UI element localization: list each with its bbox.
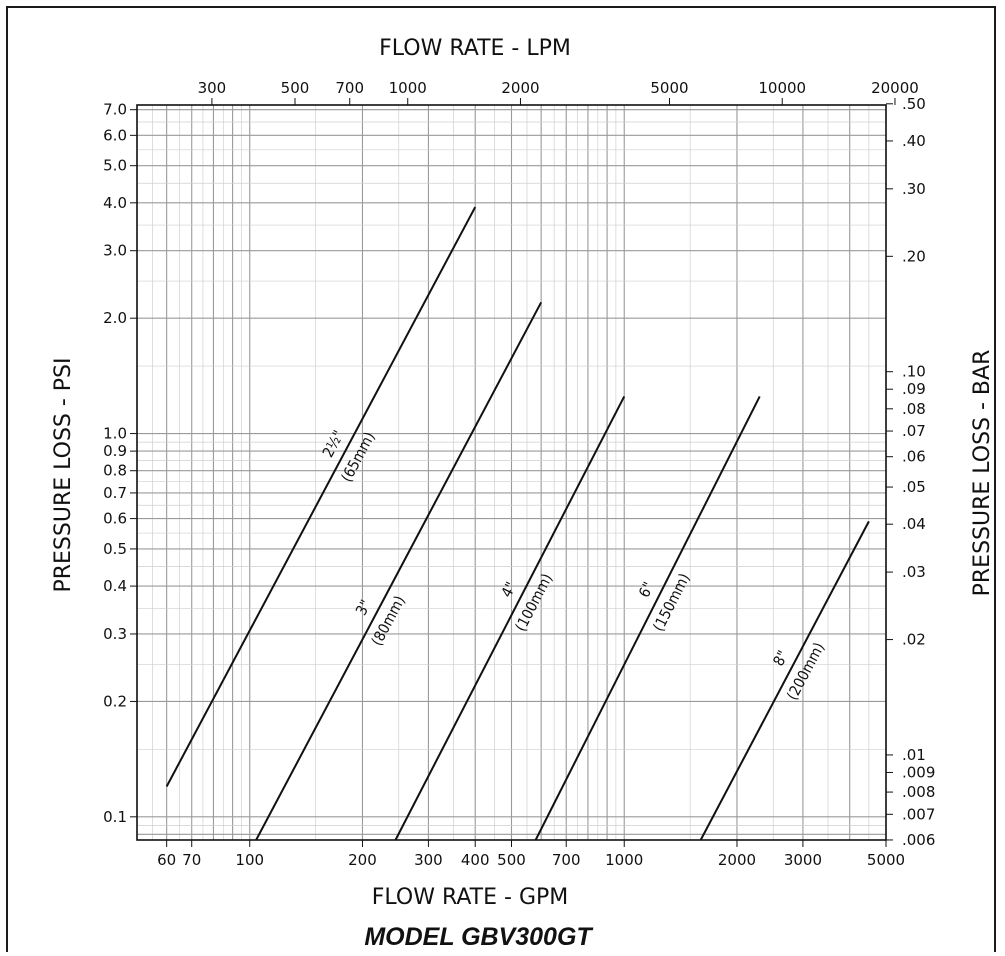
y-tick-label: 0.9 (103, 442, 127, 460)
x2-tick-label: 10000 (758, 79, 806, 97)
y-tick-label: 6.0 (103, 126, 127, 144)
x-tick-label: 200 (348, 851, 377, 869)
x2-tick-label: 2000 (501, 79, 539, 97)
x-tick-label: 60 (157, 851, 176, 869)
series-line (394, 395, 626, 841)
x2-tick-label: 500 (281, 79, 310, 97)
series-labels: 2½"(65mm)3"(80mm)4"(100mm) 6"(150mm)8"(20… (319, 427, 828, 703)
y-tick-label: 2.0 (103, 309, 127, 327)
x-tick-label: 300 (414, 851, 443, 869)
series-line (699, 520, 870, 841)
series-group (165, 206, 870, 841)
y2-tick-label: .06 (902, 448, 926, 466)
y2-tick-label: .006 (902, 831, 935, 849)
series-size-label: 8" (769, 647, 792, 668)
y2-tick-label: .10 (902, 363, 926, 381)
y2-tick-label: .05 (902, 478, 926, 496)
x-tick-label: 100 (235, 851, 264, 869)
x-tick-label: 2000 (718, 851, 756, 869)
y2-tick-label: .03 (902, 563, 926, 581)
grid (136, 105, 887, 840)
x-tick-label: 3000 (784, 851, 822, 869)
y2-tick-label: .40 (902, 132, 926, 150)
series-label: 2½"(65mm) (319, 427, 379, 485)
y2-tick-label: .008 (902, 783, 935, 801)
series-label: 3"(80mm) (352, 593, 409, 649)
y2-tick-label: .08 (902, 400, 926, 418)
y-tick-label: 0.1 (103, 808, 127, 826)
y2-tick-label: .50 (902, 95, 926, 113)
y2-tick-label: .30 (902, 180, 926, 198)
axis-ticks: 60 70 100 200 300 400 500 700 1000 2000 3000 5000 30… (103, 79, 935, 869)
y-tick-label: 5.0 (103, 157, 127, 175)
y-tick-label: 7.0 (103, 101, 127, 119)
x-tick-label: 500 (497, 851, 526, 869)
x-tick-label: 1000 (605, 851, 643, 869)
x-tick-label: 5000 (867, 851, 905, 869)
y2-tick-label: .09 (902, 380, 926, 398)
y2-tick-label: .07 (902, 422, 926, 440)
y2-tick-label: .01 (902, 746, 926, 764)
series-size-label: 6" (635, 579, 658, 600)
series-line (255, 301, 543, 841)
y2-axis-title: PRESSURE LOSS - BAR (970, 350, 995, 597)
x2-tick-label: 1000 (389, 79, 427, 97)
y-tick-label: 0.2 (103, 692, 127, 710)
x2-tick-label: 5000 (650, 79, 688, 97)
x-axis-title: FLOW RATE - GPM (372, 885, 569, 910)
y-tick-label: 0.3 (103, 625, 127, 643)
y-tick-label: 0.5 (103, 540, 127, 558)
chart-title: MODEL GBV300GT (364, 923, 594, 951)
y2-tick-label: .20 (902, 247, 926, 265)
x2-tick-label: 700 (335, 79, 364, 97)
y2-tick-label: .007 (902, 805, 935, 823)
y-tick-label: 0.7 (103, 484, 127, 502)
x2-axis-title: FLOW RATE - LPM (379, 36, 571, 61)
y-tick-label: 1.0 (103, 425, 127, 443)
y2-tick-label: .04 (902, 515, 926, 533)
series-size-label: 3" (352, 597, 375, 619)
series-line (165, 206, 477, 787)
x2-tick-label: 20000 (871, 79, 919, 97)
y-tick-label: 0.8 (103, 462, 127, 480)
y-axis-title: PRESSURE LOSS - PSI (51, 357, 76, 592)
series-size-label: 4" (497, 579, 520, 600)
series-metric-label: (80mm) (368, 593, 409, 649)
y-tick-label: 0.6 (103, 510, 127, 528)
y2-tick-label: .02 (902, 631, 926, 649)
y-tick-label: 4.0 (103, 194, 127, 212)
x-tick-label: 400 (461, 851, 490, 869)
x2-tick-label: 300 (198, 79, 227, 97)
y2-tick-label: .009 (902, 763, 935, 781)
series-line (534, 395, 761, 841)
x-tick-label: 700 (552, 851, 581, 869)
y-tick-label: 0.4 (103, 577, 127, 595)
chart-frame (6, 6, 996, 952)
y-tick-label: 3.0 (103, 242, 127, 260)
x-tick-label: 70 (182, 851, 201, 869)
